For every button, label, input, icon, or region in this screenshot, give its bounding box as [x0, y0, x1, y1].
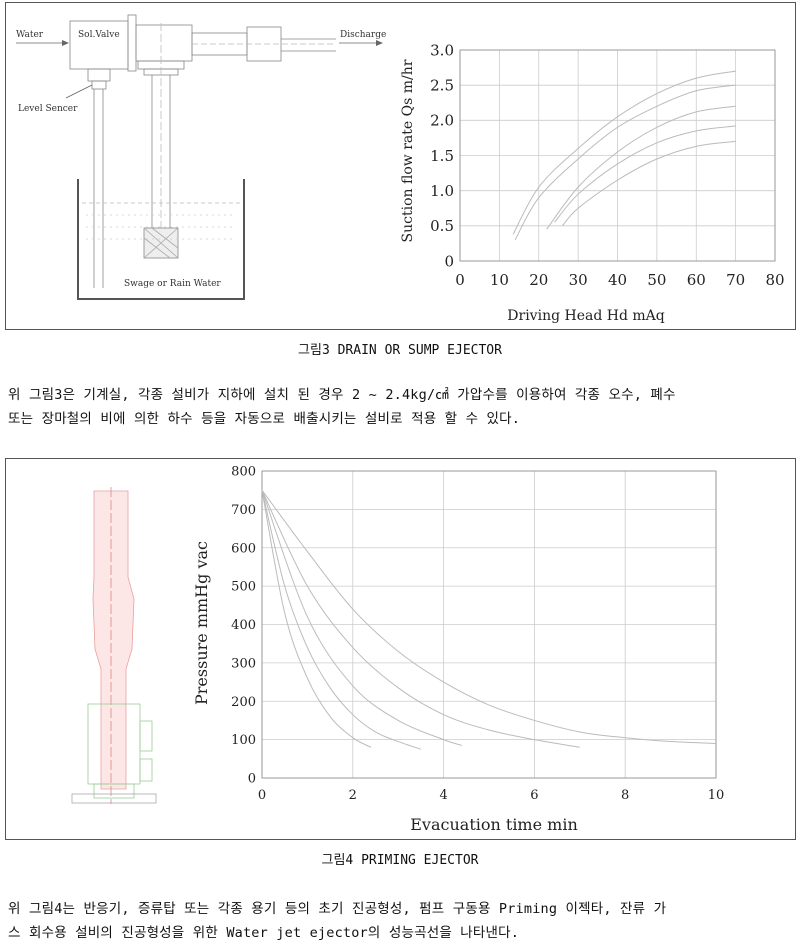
chart-ytick-label: 400	[231, 618, 256, 633]
priming-ejector-diagram	[71, 487, 157, 804]
figure-4-caption: 그림4 PRIMING EJECTOR	[321, 853, 479, 868]
chart-ytick-label: 1.5	[430, 147, 454, 165]
figure-4-panel: 0 2 4 6 8 10 0 100 200 300 400 500 600 700 800 Evacuat…	[5, 458, 796, 840]
discharge-label: Discharge	[340, 30, 386, 40]
chart4-ylabel: Pressure mmHg vac	[192, 541, 211, 705]
chart-plot-frame	[459, 49, 776, 262]
chart-xtick-label: 10	[708, 788, 725, 803]
chart-xtick-label: 50	[647, 271, 666, 289]
chart-series-line-3	[546, 105, 736, 230]
chart-ytick-label: 300	[231, 656, 256, 671]
chart-xtick-label: 80	[765, 271, 784, 289]
figure-3-svg: Water Sol.Valve Discharge Level Sencer S…	[16, 14, 785, 324]
chart-series-line-3	[261, 490, 462, 746]
chart-xtick-label: 6	[530, 788, 538, 803]
chart-xtick-label: 0	[258, 788, 266, 803]
suction-flow-chart: 0 10 20 30 40 50 60 70 80 0 0.5 1.0 1.5 2.0 2.5 3.0	[430, 41, 784, 289]
chart-ytick-label: 100	[231, 733, 256, 748]
chart-ytick-label: 1.0	[430, 182, 454, 200]
chart-series-line-2	[514, 84, 736, 241]
chart-xtick-label: 10	[490, 271, 509, 289]
chart-series-line-1	[261, 490, 372, 748]
chart-ytick-label: 3.0	[430, 41, 454, 59]
chart-xtick-label: 60	[687, 271, 706, 289]
chart3-xlabel: Driving Head Hd mAq	[507, 308, 664, 324]
chart-ytick-label: 0.5	[430, 217, 454, 235]
chart-xtick-label: 40	[608, 271, 627, 289]
chart-ytick-label: 0	[444, 252, 454, 270]
chart-series-line-2	[261, 490, 422, 750]
chart-ytick-label: 2.0	[430, 112, 454, 130]
solenoid-valve-body	[69, 20, 129, 70]
chart-ytick-label: 200	[231, 695, 256, 710]
paragraph-4-line-2: 스 회수용 설비의 진공형성을 위한 Water jet ejector의 성능…	[8, 925, 520, 941]
chart-series-line-1	[512, 70, 736, 235]
valve-label: Sol.Valve	[78, 30, 120, 40]
paragraph-3-line-1: 위 그림3은 기계실, 각종 설비가 지하에 설치 된 경우 2 ~ 2.4kg…	[8, 387, 676, 403]
paragraph-4-line-1: 위 그림4는 반응기, 증류탑 또는 각종 용기 등의 초기 진공형성, 펌프 …	[8, 901, 667, 917]
tank-label: Swage or Rain Water	[124, 279, 221, 289]
chart-ytick-label: 700	[231, 503, 256, 518]
chart-xtick-label: 4	[439, 788, 447, 803]
chart-plot-frame	[261, 470, 717, 779]
chart-xtick-label: 30	[569, 271, 588, 289]
chart-xtick-label: 20	[529, 271, 548, 289]
chart-xtick-label: 0	[455, 271, 465, 289]
water-label: Water	[16, 30, 44, 40]
chart-ytick-label: 0	[248, 772, 256, 787]
paragraph-3-line-2: 또는 장마철의 비에 의한 하수 등을 자동으로 배출시키는 설비로 적용 할 …	[8, 411, 521, 427]
figure-3-caption: 그림3 DRAIN OR SUMP EJECTOR	[298, 343, 502, 358]
chart-xtick-label: 8	[621, 788, 629, 803]
chart-xtick-label: 2	[349, 788, 357, 803]
chart-xtick-label: 70	[726, 271, 745, 289]
chart-ytick-label: 2.5	[430, 76, 454, 94]
paragraph-4: 위 그림4는 반응기, 증류탑 또는 각종 용기 등의 초기 진공형성, 펌프 …	[8, 897, 794, 945]
chart-series-line-5	[561, 140, 736, 227]
chart-ytick-label: 500	[231, 580, 256, 595]
level-sensor-label: Level Sencer	[18, 104, 78, 114]
chart-ytick-label: 800	[231, 465, 256, 480]
paragraph-3: 위 그림3은 기계실, 각종 설비가 지하에 설치 된 경우 2 ~ 2.4kg…	[8, 383, 794, 431]
sump-ejector-diagram	[16, 14, 383, 300]
figure-3-panel: Water Sol.Valve Discharge Level Sencer S…	[5, 2, 796, 330]
chart-ytick-label: 600	[231, 541, 256, 556]
chart-series-line-4	[554, 125, 736, 223]
chart-series-line-5	[261, 489, 717, 744]
chart3-ylabel: Suction flow rate Qs m/hr	[400, 59, 416, 242]
chart-series-line-4	[261, 489, 580, 748]
chart4-xlabel: Evacuation time min	[410, 815, 578, 834]
